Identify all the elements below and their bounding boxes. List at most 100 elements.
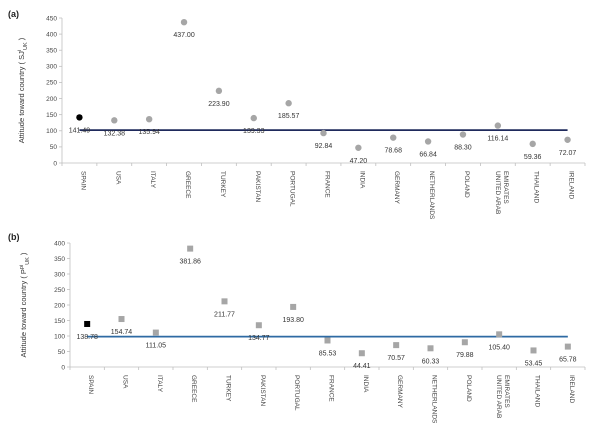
data-point	[390, 134, 397, 141]
data-point	[215, 87, 223, 95]
chart-panel-a: (a) Attitude toward country ( SJiUK ) 0 50 1…	[8, 9, 586, 220]
x-category-label: PORTUGAL	[293, 375, 300, 411]
y-tick-label: 450	[46, 15, 57, 22]
data-label: 141.49	[69, 127, 91, 134]
data-point	[76, 114, 83, 121]
x-category-label: POLAND	[465, 375, 472, 402]
x-category-label: IRELAND	[568, 171, 575, 199]
y-tick-label: 300	[46, 64, 57, 71]
data-label: 116.14	[487, 136, 508, 143]
x-category-label: GERMANY	[396, 375, 403, 409]
data-label: 139.33	[243, 128, 265, 135]
data-point	[564, 136, 571, 143]
data-label: 223.90	[208, 101, 230, 108]
y-tick-label: 50	[58, 349, 66, 356]
y-axis-label: Attitude toward country ( PpiUK )	[19, 252, 31, 357]
data-point	[250, 114, 257, 122]
y-tick-label: 250	[54, 287, 65, 294]
data-point	[427, 345, 434, 352]
data-point	[285, 100, 292, 107]
x-category-label: THAILAND	[534, 375, 541, 407]
data-label: 88.30	[454, 145, 472, 152]
y-tick-label: 0	[53, 160, 57, 167]
x-category-label: FRANCE	[324, 171, 331, 198]
data-label: 211.77	[214, 311, 235, 318]
data-label: 65.78	[559, 357, 577, 364]
x-category-label: INDIA	[358, 171, 365, 189]
x-category-label: THAILAND	[533, 171, 540, 203]
data-point	[494, 122, 502, 129]
data-point	[459, 131, 467, 138]
data-point	[152, 329, 159, 336]
data-label: 85.53	[319, 350, 337, 357]
data-label: 193.80	[282, 317, 304, 324]
data-label: 111.05	[146, 343, 166, 350]
data-label: 134.77	[248, 335, 270, 342]
data-point	[530, 347, 537, 354]
x-category-label: EMIRATES	[502, 171, 509, 204]
x-category-label: GREECE	[184, 171, 191, 199]
data-point	[320, 129, 327, 137]
chart-panel-b: (b) Attitude toward country ( PpiUK ) 0 50 1…	[8, 232, 586, 424]
data-label: 138.78	[76, 334, 98, 341]
x-category-label: PAKISTAN	[254, 171, 261, 202]
x-category-label: TURKEY	[219, 171, 226, 198]
data-label: 185.57	[278, 113, 300, 120]
data-point	[358, 350, 365, 357]
data-point	[187, 245, 194, 252]
data-point	[111, 117, 118, 124]
data-label: 92.84	[315, 143, 333, 150]
data-point	[84, 320, 91, 327]
data-label: 44.41	[353, 363, 371, 370]
x-category-label: USA	[122, 375, 129, 389]
x-category-label: ITALY	[156, 375, 163, 393]
y-tick-label: 50	[50, 144, 58, 151]
data-point	[255, 322, 262, 329]
data-label: 59.36	[524, 154, 542, 161]
y-tick-label: 350	[54, 256, 65, 263]
data-point	[324, 337, 331, 344]
data-point	[145, 115, 153, 123]
y-tick-label: 0	[61, 364, 65, 371]
x-category-label: NETHERLANDS	[428, 171, 435, 220]
data-point	[424, 138, 432, 145]
y-tick-label: 200	[54, 302, 65, 309]
data-label: 60.33	[422, 358, 440, 365]
x-category-label: TURKEY	[225, 375, 232, 402]
data-point	[461, 339, 468, 346]
data-point	[221, 298, 228, 305]
data-label: 78.68	[384, 148, 402, 155]
data-label: 72.07	[559, 150, 577, 157]
x-category-label: UNITED ARAB	[494, 171, 501, 214]
y-tick-label: 100	[46, 128, 57, 135]
data-point	[180, 18, 188, 26]
x-category-label: SPAIN	[79, 171, 86, 190]
data-point	[118, 316, 125, 323]
x-category-label: EMIRATES	[503, 375, 510, 408]
data-point	[496, 331, 503, 338]
x-category-label: IRELAND	[568, 375, 575, 403]
y-tick-label: 350	[46, 48, 57, 55]
data-point	[564, 343, 571, 350]
data-point	[529, 140, 536, 148]
y-tick-label: 300	[54, 271, 65, 278]
x-category-label: GREECE	[190, 375, 197, 403]
data-label: 70.57	[387, 355, 405, 362]
x-category-label: NETHERLANDS	[431, 375, 438, 424]
panel-label: (a)	[8, 9, 19, 19]
data-point	[355, 144, 362, 151]
y-tick-label: 150	[54, 318, 65, 325]
x-category-label: PORTUGAL	[289, 171, 296, 207]
data-label: 437.00	[173, 32, 195, 39]
data-label: 47.20	[350, 158, 368, 165]
x-category-label: ITALY	[149, 171, 156, 189]
x-category-label: FRANCE	[328, 375, 335, 402]
y-tick-label: 250	[46, 80, 57, 87]
y-tick-label: 400	[54, 240, 65, 247]
y-tick-label: 400	[46, 31, 57, 38]
x-category-label: USA	[114, 171, 121, 185]
data-label: 53.45	[525, 360, 543, 367]
data-label: 132.38	[104, 130, 126, 137]
data-point	[290, 303, 297, 310]
y-axis-label: Attitude toward country ( SJiUK )	[17, 37, 29, 143]
